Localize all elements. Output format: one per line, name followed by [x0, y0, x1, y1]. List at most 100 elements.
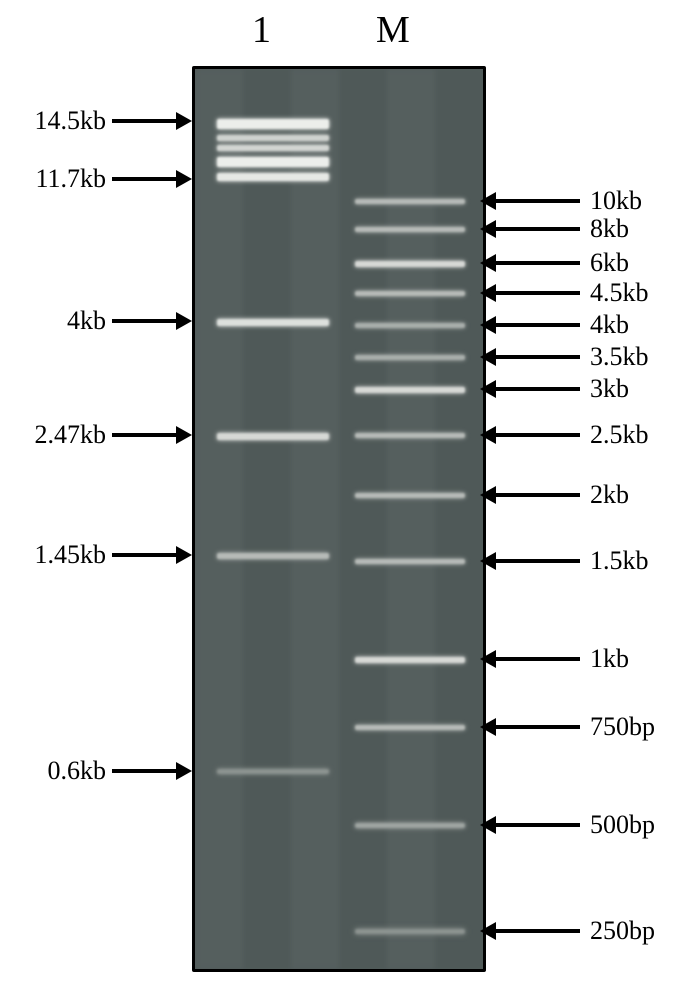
size-arrow-right: 8kb — [480, 214, 629, 244]
size-arrow-right: 4.5kb — [480, 278, 649, 308]
size-label: 1.5kb — [590, 546, 649, 576]
size-arrow-right: 250bp — [480, 916, 655, 946]
gel-band — [355, 227, 465, 232]
gel-band — [355, 929, 465, 934]
size-arrow-left: 4kb — [67, 306, 192, 336]
size-label: 2.47kb — [35, 420, 107, 450]
gel-figure-canvas: 1 M 14.5kb 11.7kb 4kb 2.47kb 1.45kb 0.6kb 10k… — [0, 0, 697, 1000]
size-label: 3kb — [590, 374, 629, 404]
size-arrow-left: 0.6kb — [48, 756, 193, 786]
arrow-shaft — [496, 433, 580, 437]
arrow-shaft — [496, 725, 580, 729]
arrow-head-icon — [480, 650, 496, 668]
arrow-head-icon — [480, 192, 496, 210]
gel-band — [355, 823, 465, 828]
arrow-head-icon — [480, 552, 496, 570]
arrow-shaft — [112, 769, 176, 773]
gel-band — [217, 769, 329, 774]
arrow-head-icon — [480, 254, 496, 272]
gel-band — [355, 433, 465, 438]
size-arrow-right: 1kb — [480, 644, 629, 674]
arrow-shaft — [496, 199, 580, 203]
arrow-head-icon — [176, 112, 192, 130]
size-arrow-left: 14.5kb — [35, 106, 193, 136]
size-arrow-right: 1.5kb — [480, 546, 649, 576]
gel-band — [355, 323, 465, 328]
arrow-shaft — [496, 291, 580, 295]
arrow-shaft — [496, 355, 580, 359]
arrow-shaft — [112, 319, 176, 323]
size-label: 8kb — [590, 214, 629, 244]
size-label: 500bp — [590, 810, 655, 840]
gel-band — [217, 135, 329, 141]
gel-band — [355, 657, 465, 663]
gel-band — [217, 119, 329, 129]
size-arrow-right: 3kb — [480, 374, 629, 404]
size-label: 750bp — [590, 712, 655, 742]
size-label: 4.5kb — [590, 278, 649, 308]
gel-band — [217, 173, 329, 181]
lane-label-1: 1 — [252, 8, 271, 52]
gel-band — [355, 199, 465, 204]
arrow-head-icon — [480, 922, 496, 940]
size-label: 10kb — [590, 186, 642, 216]
size-label: 3.5kb — [590, 342, 649, 372]
arrow-head-icon — [176, 312, 192, 330]
arrow-shaft — [496, 823, 580, 827]
arrow-shaft — [112, 177, 176, 181]
size-label: 4kb — [590, 310, 629, 340]
arrow-shaft — [112, 433, 176, 437]
size-label: 11.7kb — [35, 164, 106, 194]
gel-band — [217, 145, 329, 151]
size-arrow-right: 3.5kb — [480, 342, 649, 372]
arrow-head-icon — [480, 816, 496, 834]
gel-band — [217, 319, 329, 326]
arrow-head-icon — [176, 762, 192, 780]
arrow-shaft — [496, 323, 580, 327]
arrow-shaft — [496, 261, 580, 265]
size-label: 2.5kb — [590, 420, 649, 450]
arrow-shaft — [496, 559, 580, 563]
arrow-head-icon — [480, 426, 496, 444]
arrow-shaft — [112, 553, 176, 557]
gel-background — [195, 69, 483, 969]
size-arrow-left: 11.7kb — [35, 164, 192, 194]
size-label: 6kb — [590, 248, 629, 278]
arrow-shaft — [496, 387, 580, 391]
arrow-shaft — [496, 929, 580, 933]
arrow-head-icon — [480, 718, 496, 736]
gel-band — [355, 725, 465, 730]
arrow-head-icon — [176, 170, 192, 188]
size-arrow-right: 6kb — [480, 248, 629, 278]
arrow-head-icon — [176, 426, 192, 444]
size-arrow-right: 10kb — [480, 186, 642, 216]
arrow-head-icon — [480, 348, 496, 366]
arrow-shaft — [496, 493, 580, 497]
arrow-head-icon — [480, 316, 496, 334]
gel-band — [355, 387, 465, 393]
size-label: 2kb — [590, 480, 629, 510]
size-arrow-right: 500bp — [480, 810, 655, 840]
size-label: 1kb — [590, 644, 629, 674]
gel-band — [355, 493, 465, 498]
size-arrow-right: 2.5kb — [480, 420, 649, 450]
gel-band — [217, 553, 329, 559]
size-label: 14.5kb — [35, 106, 107, 136]
size-arrow-right: 4kb — [480, 310, 629, 340]
arrow-head-icon — [480, 284, 496, 302]
arrow-head-icon — [480, 220, 496, 238]
gel-band — [217, 157, 329, 167]
size-label: 0.6kb — [48, 756, 107, 786]
gel-band — [355, 261, 465, 267]
size-arrow-left: 1.45kb — [35, 540, 193, 570]
arrow-shaft — [496, 227, 580, 231]
gel-band — [355, 291, 465, 296]
arrow-shaft — [496, 657, 580, 661]
arrow-head-icon — [176, 546, 192, 564]
size-arrow-left: 2.47kb — [35, 420, 193, 450]
lane-label-M: M — [376, 8, 410, 52]
size-arrow-right: 2kb — [480, 480, 629, 510]
arrow-head-icon — [480, 486, 496, 504]
arrow-shaft — [112, 119, 176, 123]
size-label: 4kb — [67, 306, 106, 336]
